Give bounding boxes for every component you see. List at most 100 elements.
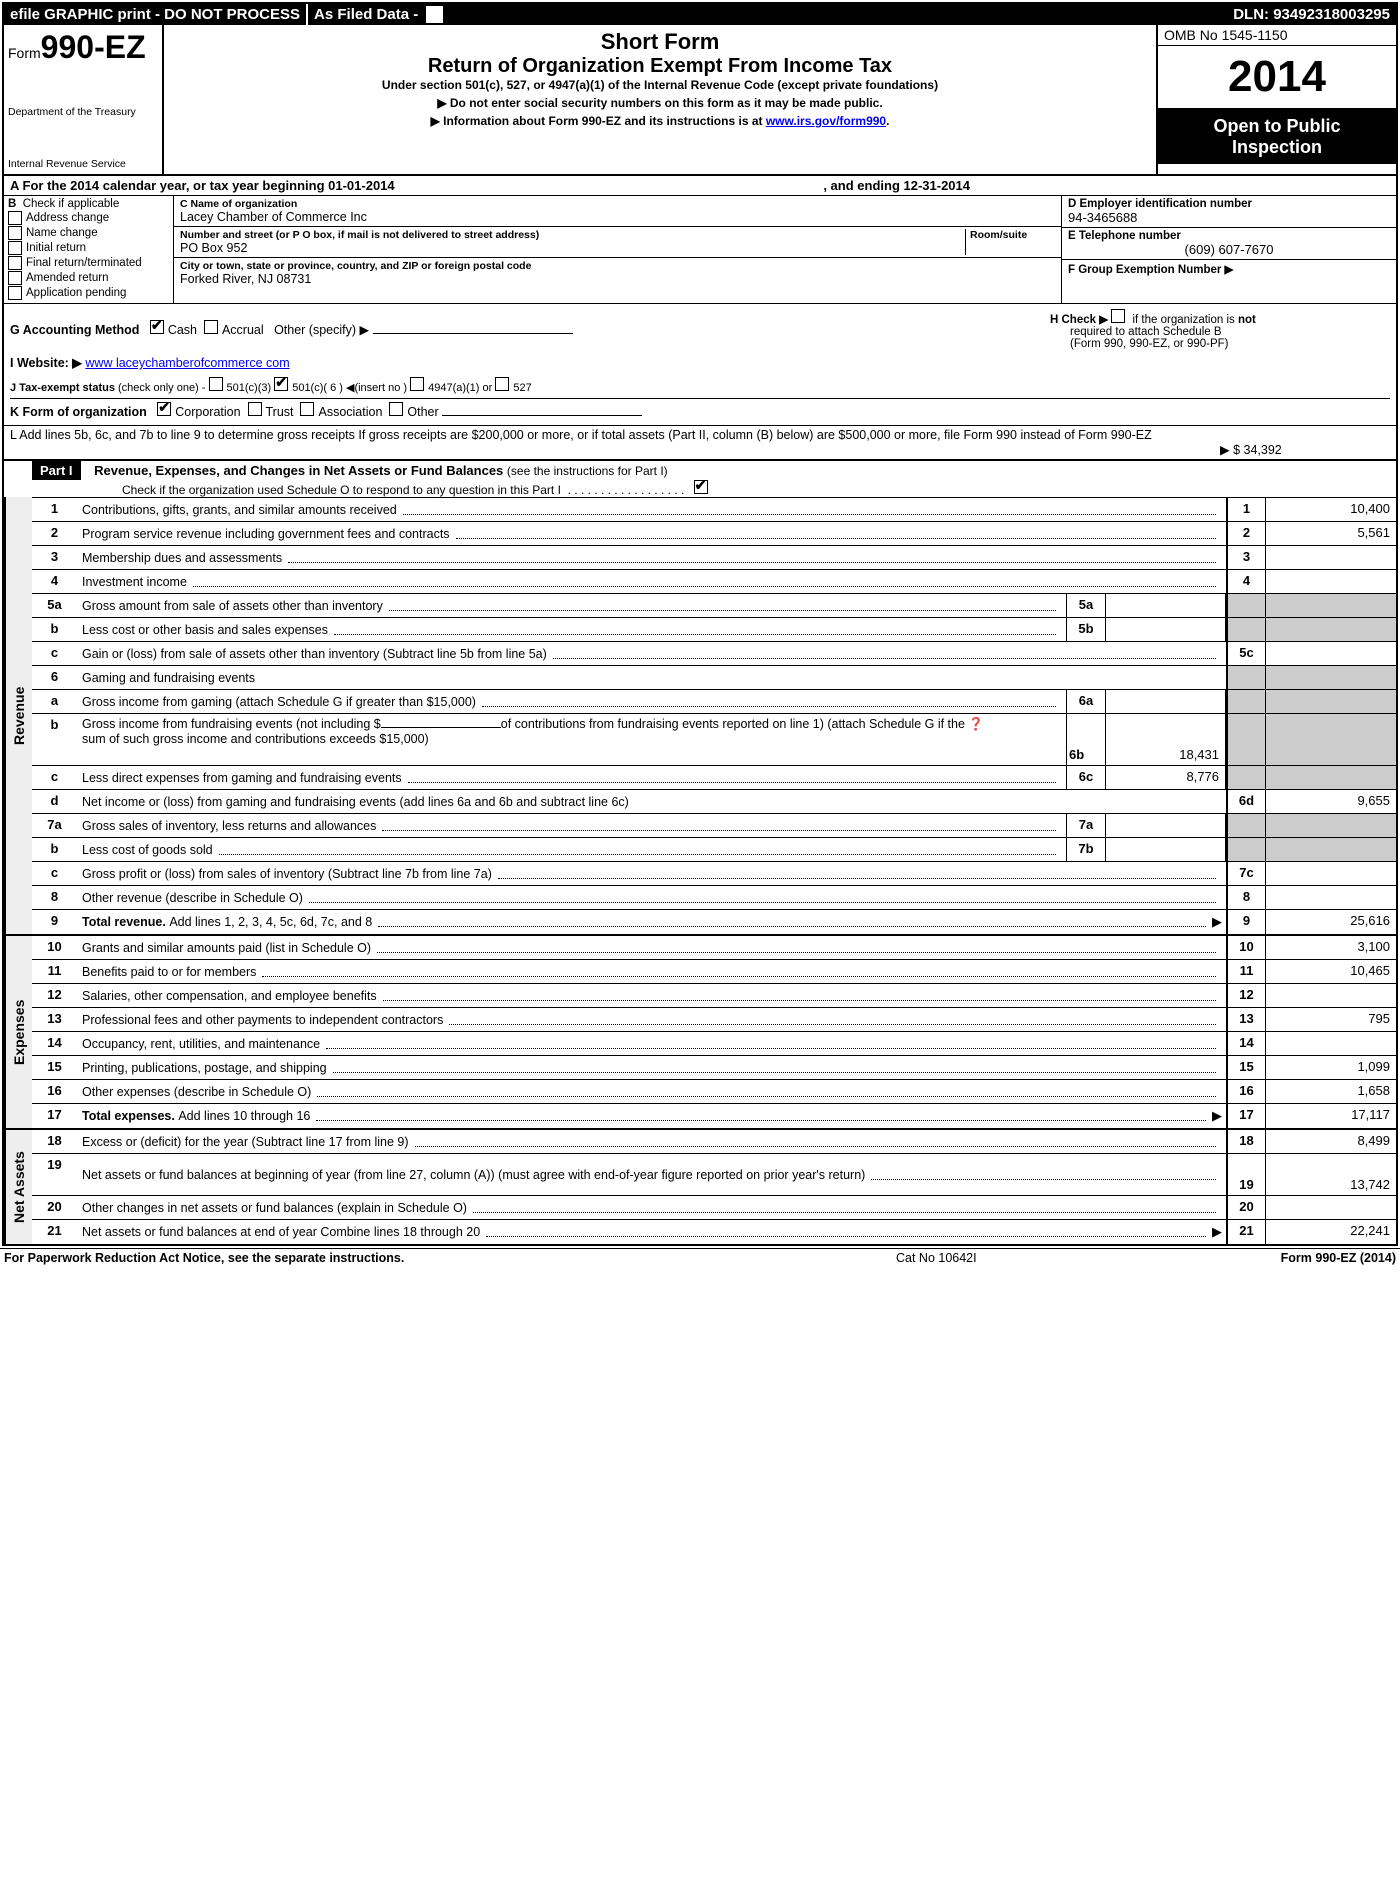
- form-990ez: efile GRAPHIC print - DO NOT PROCESS As …: [2, 2, 1398, 1246]
- chk-application-pending[interactable]: Application pending: [8, 286, 169, 300]
- line-7b: bLess cost of goods sold7b: [32, 838, 1396, 862]
- chk-4947[interactable]: [410, 377, 424, 391]
- form-footer: For Paperwork Reduction Act Notice, see …: [0, 1248, 1400, 1267]
- header-left: Form990-EZ Department of the Treasury In…: [4, 25, 164, 174]
- line-5b: bLess cost or other basis and sales expe…: [32, 618, 1396, 642]
- line-i: I Website: ▶ www laceychamberofcommerce …: [10, 352, 1390, 374]
- line-h: H Check ▶ if the organization is not req…: [1030, 309, 1390, 350]
- header-right: OMB No 1545-1150 2014 Open to Public Ins…: [1156, 25, 1396, 174]
- short-form-title: Short Form: [174, 29, 1146, 55]
- paperwork-notice: For Paperwork Reduction Act Notice, see …: [4, 1251, 896, 1265]
- chk-final-return[interactable]: Final return/terminated: [8, 256, 169, 270]
- subtitle: Under section 501(c), 527, or 4947(a)(1)…: [174, 78, 1146, 92]
- gross-receipts-amount: 34,392: [1244, 443, 1282, 457]
- line-13: 13Professional fees and other payments t…: [32, 1008, 1396, 1032]
- info-link-line: ▶ Information about Form 990-EZ and its …: [174, 114, 1146, 128]
- chk-527[interactable]: [495, 377, 509, 391]
- street-address: PO Box 952: [180, 241, 965, 255]
- line-j: J Tax-exempt status (check only one) - 5…: [10, 374, 1390, 398]
- line-20: 20Other changes in net assets or fund ba…: [32, 1196, 1396, 1220]
- website-link[interactable]: www laceychamberofcommerce com: [85, 356, 289, 370]
- line-g: G Accounting Method Cash Accrual Other (…: [10, 306, 1030, 352]
- chk-other-org[interactable]: [389, 402, 403, 416]
- org-name-row: C Name of organization Lacey Chamber of …: [174, 196, 1061, 227]
- open-to-public: Open to Public Inspection: [1158, 110, 1396, 164]
- chk-trust[interactable]: [248, 402, 262, 416]
- line-18: 18Excess or (deficit) for the year (Subt…: [32, 1130, 1396, 1154]
- omb-number: OMB No 1545-1150: [1158, 25, 1396, 46]
- line-7a: 7aGross sales of inventory, less returns…: [32, 814, 1396, 838]
- line-9: 9Total revenue. Add lines 1, 2, 3, 4, 5c…: [32, 910, 1396, 934]
- chk-schedule-o[interactable]: [694, 480, 708, 494]
- efile-notice: efile GRAPHIC print - DO NOT PROCESS: [4, 4, 308, 25]
- tax-year: 2014: [1158, 46, 1396, 110]
- line-3: 3Membership dues and assessments3: [32, 546, 1396, 570]
- line-5c: cGain or (loss) from sale of assets othe…: [32, 642, 1396, 666]
- part-1-header: Part I Revenue, Expenses, and Changes in…: [4, 460, 1396, 497]
- line-a-tax-year: A For the 2014 calendar year, or tax yea…: [4, 176, 1396, 196]
- ein-row: D Employer identification number 94-3465…: [1062, 196, 1396, 228]
- line-19: 19Net assets or fund balances at beginni…: [32, 1154, 1396, 1196]
- city-state-zip: Forked River, NJ 08731: [180, 272, 1055, 286]
- net-assets-section: Net Assets 18Excess or (deficit) for the…: [4, 1128, 1396, 1244]
- help-icon[interactable]: ❓: [968, 717, 984, 731]
- expenses-section: Expenses 10Grants and similar amounts pa…: [4, 934, 1396, 1128]
- line-10: 10Grants and similar amounts paid (list …: [32, 936, 1396, 960]
- line-15: 15Printing, publications, postage, and s…: [32, 1056, 1396, 1080]
- chk-initial-return[interactable]: Initial return: [8, 241, 169, 255]
- revenue-section: Revenue 1Contributions, gifts, grants, a…: [4, 497, 1396, 934]
- line-11: 11Benefits paid to or for members1110,46…: [32, 960, 1396, 984]
- col-def: D Employer identification number 94-3465…: [1061, 196, 1396, 303]
- dept-treasury: Department of the Treasury: [8, 106, 158, 118]
- cat-no: Cat No 10642I: [896, 1251, 1196, 1265]
- phone-row: E Telephone number (609) 607-7670: [1062, 228, 1396, 260]
- irs-link[interactable]: www.irs.gov/form990: [766, 114, 886, 128]
- line-6a: aGross income from gaming (attach Schedu…: [32, 690, 1396, 714]
- chk-address-change[interactable]: Address change: [8, 211, 169, 225]
- city-row: City or town, state or province, country…: [174, 258, 1061, 288]
- form-number: 990-EZ: [41, 29, 146, 65]
- line-6c: cLess direct expenses from gaming and fu…: [32, 766, 1396, 790]
- line-6d: dNet income or (loss) from gaming and fu…: [32, 790, 1396, 814]
- main-title: Return of Organization Exempt From Incom…: [174, 55, 1146, 78]
- chk-501c3[interactable]: [209, 377, 223, 391]
- line-4: 4Investment income4: [32, 570, 1396, 594]
- line-21: 21Net assets or fund balances at end of …: [32, 1220, 1396, 1244]
- line-1: 1Contributions, gifts, grants, and simil…: [32, 498, 1396, 522]
- line-6: 6Gaming and fundraising events: [32, 666, 1396, 690]
- chk-name-change[interactable]: Name change: [8, 226, 169, 240]
- line-7c: cGross profit or (loss) from sales of in…: [32, 862, 1396, 886]
- dln: DLN: 93492318003295: [1227, 4, 1396, 25]
- line-16: 16Other expenses (describe in Schedule O…: [32, 1080, 1396, 1104]
- line-6b: bGross income from fundraising events (n…: [32, 714, 1396, 766]
- line-k: K Form of organization Corporation Trust…: [10, 398, 1390, 423]
- chk-corporation[interactable]: [157, 402, 171, 416]
- chk-501c[interactable]: [274, 377, 288, 391]
- line-8: 8Other revenue (describe in Schedule O)8: [32, 886, 1396, 910]
- form-label: Form: [8, 45, 41, 61]
- form-ref: Form 990-EZ (2014): [1196, 1251, 1396, 1265]
- section-ghijk: G Accounting Method Cash Accrual Other (…: [4, 304, 1396, 426]
- line-12: 12Salaries, other compensation, and empl…: [32, 984, 1396, 1008]
- line-l: L Add lines 5b, 6c, and 7b to line 9 to …: [4, 426, 1396, 460]
- net-assets-side-label: Net Assets: [4, 1130, 32, 1244]
- chk-amended-return[interactable]: Amended return: [8, 271, 169, 285]
- as-filed: As Filed Data -: [308, 4, 1227, 25]
- top-bar: efile GRAPHIC print - DO NOT PROCESS As …: [4, 4, 1396, 25]
- col-c-org-info: C Name of organization Lacey Chamber of …: [174, 196, 1061, 303]
- expenses-side-label: Expenses: [4, 936, 32, 1128]
- phone-value: (609) 607-7670: [1068, 242, 1390, 257]
- chk-schedule-b[interactable]: [1111, 309, 1125, 323]
- chk-cash[interactable]: [150, 320, 164, 334]
- ein-value: 94-3465688: [1068, 210, 1137, 225]
- col-b-checkboxes: B Check if applicable Address change Nam…: [4, 196, 174, 303]
- section-bcdef: B Check if applicable Address change Nam…: [4, 196, 1396, 304]
- line-g-h: G Accounting Method Cash Accrual Other (…: [10, 306, 1390, 352]
- line-2: 2Program service revenue including gover…: [32, 522, 1396, 546]
- as-filed-box: [426, 6, 442, 23]
- chk-accrual[interactable]: [204, 320, 218, 334]
- chk-association[interactable]: [300, 402, 314, 416]
- line-17: 17Total expenses. Add lines 10 through 1…: [32, 1104, 1396, 1128]
- ssn-warning: ▶ Do not enter social security numbers o…: [174, 96, 1146, 110]
- line-14: 14Occupancy, rent, utilities, and mainte…: [32, 1032, 1396, 1056]
